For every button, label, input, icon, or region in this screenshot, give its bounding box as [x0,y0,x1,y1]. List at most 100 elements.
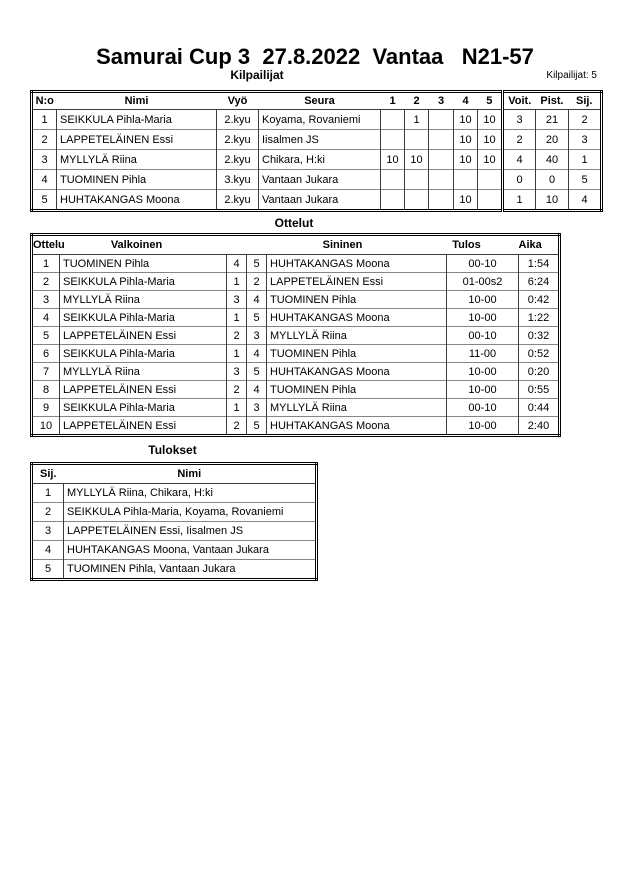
cell: SEIKKULA Pihla-Maria [59,344,227,363]
cell: 2.kyu [216,109,259,130]
column-header: Sij. [39,468,57,480]
table-row: 3 MYLLYLÄ Riina 3 4 TUOMINEN Pihla 10-00 0:42 [31,290,560,309]
cell [428,129,454,150]
cell: Koyama, Rovaniemi [258,109,381,130]
table-row: 8 LAPPETELÄINEN Essi 2 4 TUOMINEN Pihla 10-00… [31,380,560,399]
competitors-table: N:o Nimi Vyö Seura 1 2 3 4 5 Voit. Pist. Sij. 1 SEIK… [30,90,603,212]
table-row: 5 LAPPETELÄINEN Essi 2 3 MYLLYLÄ Riina 00-10 0… [31,326,560,345]
table-row: 4 HUHTAKANGAS Moona, Vantaan Jukara [31,540,317,560]
table-row: 2 LAPPETELÄINEN Essi 2.kyu Iisalmen JS 10 10 2… [31,129,602,150]
cell: 0 [535,169,569,190]
column-header: Pist. [540,95,564,107]
column-header: Sininen [322,239,363,251]
cell [380,129,405,150]
cell: 1 [501,189,536,211]
cell: 6:24 [518,272,560,291]
cell: HUHTAKANGAS Moona [56,189,217,211]
cell [428,169,454,190]
table-row: 1 TUOMINEN Pihla 4 5 HUHTAKANGAS Moona 00-10 1… [31,254,560,273]
cell: 4 [246,344,267,363]
section-heading-matches: Ottelut [274,216,314,230]
cell: Vantaan Jukara [258,189,381,211]
cell: 2 [31,272,60,291]
cell [404,129,429,150]
cell: 1 [226,398,247,417]
cell: Vantaan Jukara [258,169,381,190]
cell [380,169,405,190]
cell [453,169,478,190]
cell: HUHTAKANGAS Moona [266,308,447,327]
table-row: 9 SEIKKULA Pihla-Maria 1 3 MYLLYLÄ Riina 00-1… [31,398,560,417]
cell: LAPPETELÄINEN Essi, Iisalmen JS [63,521,317,541]
cell: MYLLYLÄ Riina [266,326,447,345]
cell [477,189,503,211]
cell: 10 [453,189,478,211]
cell: 5 [246,362,267,381]
cell: 1 [226,344,247,363]
cell: 0:32 [518,326,560,345]
cell: TUOMINEN Pihla [266,380,447,399]
cell: MYLLYLÄ Riina, Chikara, H:ki [63,483,317,503]
cell: 0:55 [518,380,560,399]
column-header: 5 [486,95,493,107]
cell: 1:54 [518,254,560,273]
cell: 10 [380,149,405,170]
cell: 8 [31,380,60,399]
cell: 10 [535,189,569,211]
cell: 10-00 [446,416,519,436]
cell: LAPPETELÄINEN Essi [59,416,227,436]
cell: Iisalmen JS [258,129,381,150]
table-row: 5 HUHTAKANGAS Moona 2.kyu Vantaan Jukara 10 1… [31,189,602,211]
cell: MYLLYLÄ Riina [59,290,227,309]
cell: 7 [31,362,60,381]
cell: 5 [246,308,267,327]
cell: 00-10 [446,326,519,345]
cell: 1 [568,149,602,170]
cell: 1 [31,254,60,273]
column-header: Nimi [177,468,202,480]
table-row: 5 TUOMINEN Pihla, Vantaan Jukara [31,559,317,580]
column-header: N:o [35,95,54,107]
cell: HUHTAKANGAS Moona [266,254,447,273]
cell: 6 [31,344,60,363]
column-header: Seura [304,95,335,107]
table-row: 1 SEIKKULA Pihla-Maria 2.kyu Koyama, Rovani… [31,109,602,130]
section-heading-results: Tulokset [148,443,197,457]
table-row: 6 SEIKKULA Pihla-Maria 1 4 TUOMINEN Pihla 11-… [31,344,560,363]
cell: 4 [568,189,602,211]
cell: 1 [404,109,429,130]
cell: HUHTAKANGAS Moona [266,416,447,436]
cell: 4 [31,169,57,190]
cell: 3 [226,290,247,309]
column-header [227,235,247,255]
cell: 2:40 [518,416,560,436]
cell: 5 [246,254,267,273]
cell: 3 [501,109,536,130]
cell: SEIKKULA Pihla-Maria [59,272,227,291]
cell: HUHTAKANGAS Moona [266,362,447,381]
cell: TUOMINEN Pihla [59,254,227,273]
cell [477,169,503,190]
column-header: Nimi [124,95,149,107]
cell: 10-00 [446,362,519,381]
cell: MYLLYLÄ Riina [59,362,227,381]
cell: LAPPETELÄINEN Essi [56,129,217,150]
cell: 4 [246,290,267,309]
column-header: 1 [389,95,396,107]
table-row: 7 MYLLYLÄ Riina 3 5 HUHTAKANGAS Moona 10-00 0:… [31,362,560,381]
matches-header-row: Ottelu Valkoinen Sininen Tulos Aika [32,235,560,255]
cell [428,109,454,130]
cell: 2 [246,272,267,291]
table-row: 10 LAPPETELÄINEN Essi 2 5 HUHTAKANGAS Moona 1… [31,416,560,436]
results-table: Sij. Nimi 1 MYLLYLÄ Riina, Chikara, H:ki 2 S… [30,462,318,581]
cell [380,189,405,211]
cell: 10 [477,129,503,150]
cell: 4 [31,540,64,560]
cell: 0:42 [518,290,560,309]
cell: TUOMINEN Pihla, Vantaan Jukara [63,559,317,580]
cell: 2 [226,326,247,345]
cell: 2 [31,129,57,150]
table-row: 2 SEIKKULA Pihla-Maria 1 2 LAPPETELÄINEN Ess… [31,272,560,291]
cell: 5 [31,326,60,345]
cell: LAPPETELÄINEN Essi [59,326,227,345]
